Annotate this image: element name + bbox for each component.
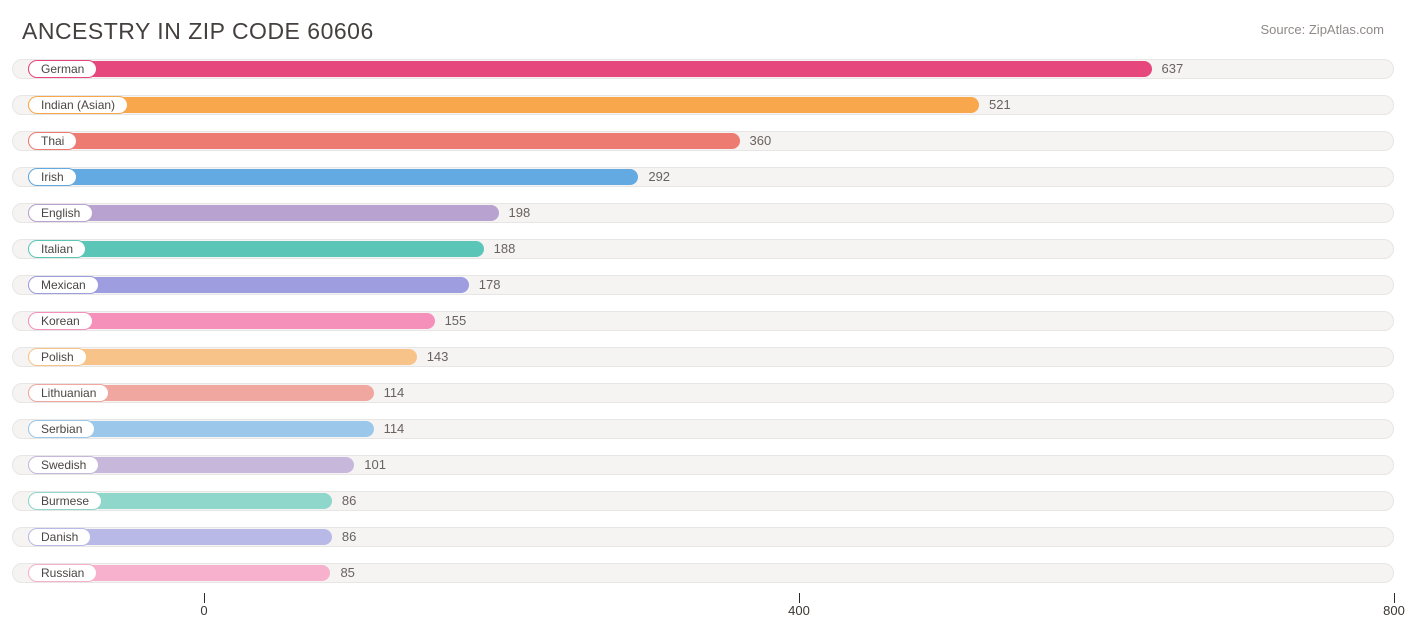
chart-area: German 637 Indian (Asian) 521 Thai 360 Irish 29… [0,53,1406,621]
bar [28,169,638,185]
bar-row: Russian 85 [12,557,1394,589]
bar-row: Swedish 101 [12,449,1394,481]
bar [28,133,740,149]
bar [28,97,979,113]
value-label: 292 [648,167,670,187]
axis-tick-label: 0 [200,603,207,618]
category-pill: English [28,204,93,222]
category-pill: German [28,60,97,78]
chart-header: ANCESTRY IN ZIP CODE 60606 Source: ZipAt… [0,0,1406,53]
category-pill: Indian (Asian) [28,96,128,114]
value-label: 198 [509,203,531,223]
bar-row: Danish 86 [12,521,1394,553]
value-label: 114 [384,419,405,439]
value-label: 85 [340,563,354,583]
category-pill: Irish [28,168,77,186]
axis-tick-label: 400 [788,603,810,618]
bar [28,61,1152,77]
value-label: 188 [494,239,516,259]
value-label: 143 [427,347,449,367]
category-pill: Swedish [28,456,99,474]
bar-row: Polish 143 [12,341,1394,373]
chart-title: ANCESTRY IN ZIP CODE 60606 [22,18,374,45]
value-label: 178 [479,275,501,295]
bar-row: Serbian 114 [12,413,1394,445]
value-label: 101 [364,455,386,475]
bar-row: Irish 292 [12,161,1394,193]
bar-row: Indian (Asian) 521 [12,89,1394,121]
category-pill: Burmese [28,492,102,510]
axis-tick [1394,593,1395,603]
category-pill: Italian [28,240,86,258]
value-label: 86 [342,491,356,511]
category-pill: Mexican [28,276,99,294]
category-pill: Lithuanian [28,384,109,402]
category-pill: Russian [28,564,97,582]
category-pill: Thai [28,132,77,150]
x-axis: 0400800 [12,593,1394,621]
category-pill: Danish [28,528,91,546]
value-label: 86 [342,527,356,547]
axis-tick-label: 800 [1383,603,1405,618]
value-label: 360 [750,131,772,151]
bar-row: Thai 360 [12,125,1394,157]
value-label: 521 [989,95,1011,115]
bar-row: Mexican 178 [12,269,1394,301]
bar [28,205,499,221]
bar-row: English 198 [12,197,1394,229]
bar-row: Italian 188 [12,233,1394,265]
bar-row: Korean 155 [12,305,1394,337]
category-pill: Serbian [28,420,95,438]
axis-tick [204,593,205,603]
bar [28,241,484,257]
chart-source: Source: ZipAtlas.com [1260,18,1384,37]
axis-tick [799,593,800,603]
bar-row: German 637 [12,53,1394,85]
value-label: 155 [445,311,467,331]
bar-row: Burmese 86 [12,485,1394,517]
category-pill: Polish [28,348,87,366]
category-pill: Korean [28,312,93,330]
value-label: 114 [384,383,405,403]
bar-row: Lithuanian 114 [12,377,1394,409]
value-label: 637 [1162,59,1184,79]
